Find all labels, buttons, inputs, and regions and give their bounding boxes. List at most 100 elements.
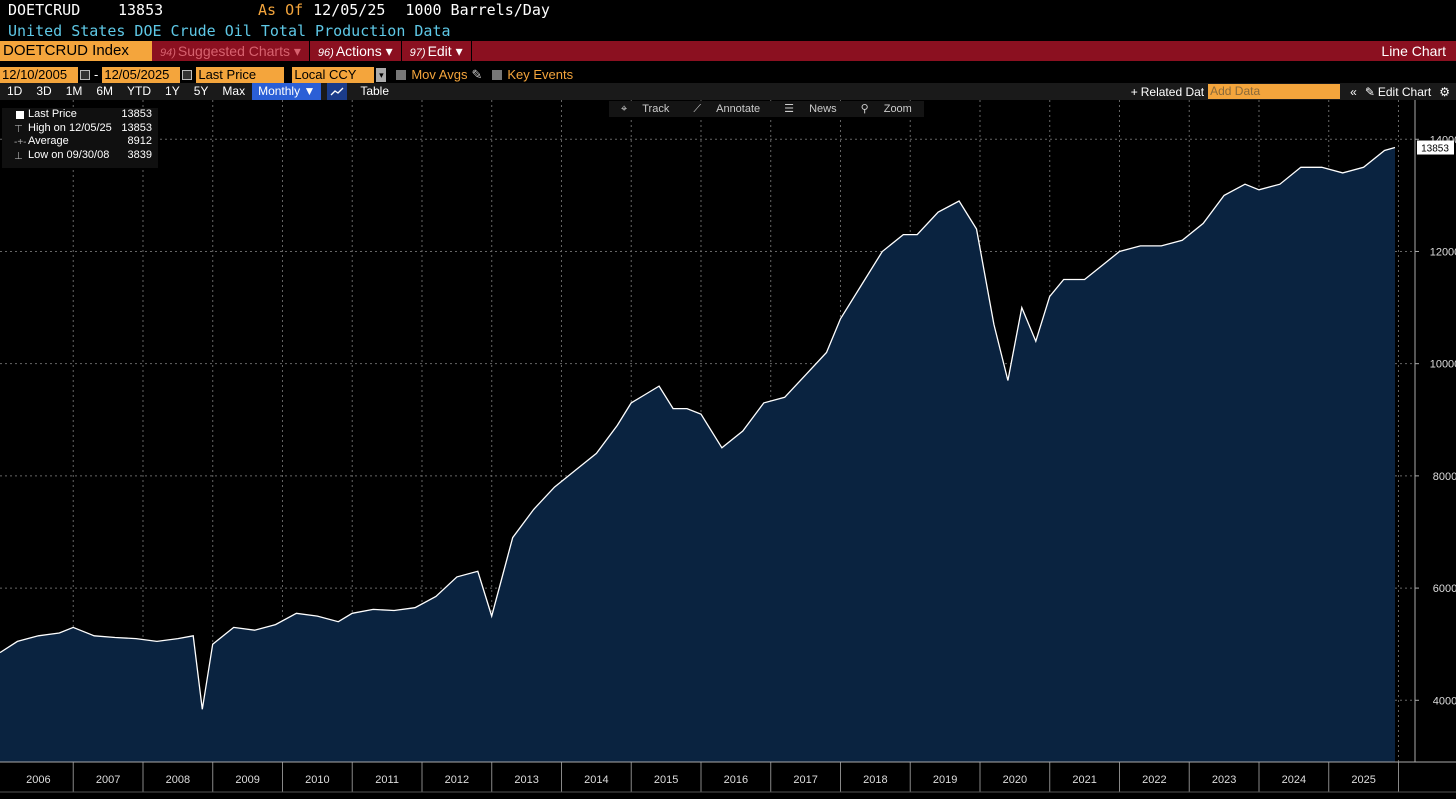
- start-date-input[interactable]: 12/10/2005: [0, 66, 78, 83]
- average-marker-icon: -+-: [14, 137, 27, 148]
- table-button[interactable]: Table: [360, 84, 390, 98]
- as-of-date: 12/05/25: [313, 1, 386, 19]
- plus-icon[interactable]: +: [1130, 84, 1138, 99]
- related-data-button[interactable]: Related Dat: [1140, 84, 1205, 99]
- chevron-down-icon: ▾: [451, 43, 463, 59]
- function-bar: DOETCRUD Index 94) Suggested Charts ▾ 96)…: [0, 41, 1456, 61]
- y-tick-label: 4000: [1433, 695, 1456, 707]
- security-field[interactable]: DOETCRUD Index: [0, 41, 152, 61]
- legend-value: 8912: [127, 135, 152, 147]
- track-tool[interactable]: ⌖ Track: [609, 101, 681, 117]
- actions-num: 96): [317, 47, 334, 59]
- toolbar-right: + Related Dat Add Data « ✎ Edit Chart ⚙: [1131, 84, 1456, 99]
- field-select[interactable]: Last Price: [196, 66, 285, 83]
- period-1d[interactable]: 1D: [7, 84, 23, 98]
- triangle-down-icon: ▼: [300, 84, 316, 98]
- legend-low: ⊥ Low on 09/30/08 3839: [2, 149, 158, 163]
- period-3d[interactable]: 3D: [36, 84, 52, 98]
- period-1m[interactable]: 1M: [65, 84, 83, 98]
- pencil-icon[interactable]: ✎: [1364, 84, 1375, 99]
- x-tick-label: 2007: [96, 774, 120, 786]
- news-label: News: [809, 103, 837, 115]
- x-tick-label: 2015: [654, 774, 678, 786]
- legend-label: High on 12/05/25: [28, 121, 112, 134]
- chart-type-label[interactable]: Line Chart: [1381, 43, 1446, 59]
- period-toolbar: 1D 3D 1M 6M YTD 1Y 5Y Max Monthly ▼ Tabl…: [0, 83, 1456, 100]
- line-chart-icon[interactable]: [327, 83, 348, 100]
- x-tick-label: 2008: [166, 774, 190, 786]
- magnifier-icon: ⚲: [860, 103, 872, 115]
- security-header: DOETCRUD 13853 As Of 12/05/25 1000 Barre…: [8, 0, 550, 20]
- chevron-down-icon: ▾: [381, 43, 393, 59]
- suggested-charts-button[interactable]: 94) Suggested Charts ▾: [152, 41, 310, 61]
- chevron-down-icon[interactable]: ▾: [376, 67, 387, 82]
- chart-tools: ⌖ Track ⟋ Annotate ☰ News ⚲ Zoom: [609, 101, 924, 117]
- end-date-input[interactable]: 12/05/2025: [102, 66, 181, 83]
- x-tick-label: 2011: [375, 774, 399, 786]
- legend-label: Average: [28, 135, 69, 147]
- x-tick-label: 2017: [793, 774, 817, 786]
- annotate-label: Annotate: [716, 103, 761, 115]
- chart-axes: 4000600080001000012000140002006200720082…: [0, 100, 1456, 793]
- x-tick-label: 2023: [1212, 774, 1236, 786]
- edit-menu[interactable]: 97) Edit ▾: [402, 41, 472, 61]
- chart-legend: Last Price 13853 ⊤ High on 12/05/25 1385…: [2, 108, 158, 168]
- news-tool[interactable]: ☰ News: [772, 101, 848, 117]
- series-line: [0, 146, 1396, 710]
- mov-avgs-label: Mov Avgs: [411, 67, 468, 82]
- x-tick-label: 2010: [305, 774, 329, 786]
- pencil-icon[interactable]: ✎: [471, 66, 483, 82]
- ticker-symbol: DOETCRUD: [8, 1, 81, 19]
- period-max[interactable]: Max: [222, 84, 246, 98]
- calendar-icon[interactable]: [182, 69, 193, 80]
- legend-average: -+- Average 8912: [2, 135, 158, 149]
- gear-icon[interactable]: ⚙: [1439, 84, 1450, 99]
- legend-value: 3839: [127, 148, 152, 161]
- last-value: 13853: [118, 1, 164, 19]
- zoom-tool[interactable]: ⚲ Zoom: [849, 101, 924, 117]
- key-events-checkbox[interactable]: [492, 69, 503, 80]
- key-events-label: Key Events: [507, 67, 574, 82]
- legend-value: 13853: [121, 121, 152, 134]
- edit-chart-button[interactable]: Edit Chart: [1377, 84, 1432, 99]
- collapse-icon[interactable]: «: [1350, 84, 1357, 99]
- mov-avgs-checkbox[interactable]: [396, 69, 407, 80]
- high-marker-icon: ⊤: [14, 123, 23, 135]
- calendar-icon[interactable]: [80, 69, 90, 80]
- actions-menu[interactable]: 96) Actions ▾: [310, 41, 402, 61]
- pencil-icon: ⟋: [693, 103, 705, 115]
- x-tick-label: 2009: [235, 774, 259, 786]
- frequency-select[interactable]: Monthly ▼: [252, 83, 322, 100]
- period-1y[interactable]: 1Y: [165, 84, 180, 98]
- x-tick-label: 2022: [1142, 774, 1166, 786]
- legend-last-price[interactable]: Last Price 13853: [2, 108, 158, 122]
- news-icon: ☰: [784, 103, 798, 115]
- as-of-label: As Of: [258, 1, 304, 19]
- annotate-tool[interactable]: ⟋ Annotate: [681, 101, 772, 117]
- x-tick-label: 2024: [1282, 774, 1306, 786]
- last-value-tag-label: 13853: [1421, 144, 1449, 155]
- y-tick-label: 12000: [1430, 246, 1456, 258]
- x-tick-label: 2014: [584, 774, 608, 786]
- x-tick-label: 2016: [724, 774, 748, 786]
- x-tick-label: 2013: [514, 774, 538, 786]
- currency-select[interactable]: Local CCY: [292, 66, 375, 83]
- period-6m[interactable]: 6M: [96, 84, 114, 98]
- actions-label: Actions: [335, 43, 382, 59]
- x-tick-label: 2012: [445, 774, 469, 786]
- y-tick-label: 6000: [1433, 583, 1456, 595]
- frequency-label: Monthly: [258, 84, 301, 98]
- x-tick-label: 2020: [1003, 774, 1027, 786]
- edit-label: Edit: [427, 43, 452, 59]
- security-description: United States DOE Crude Oil Total Produc…: [8, 22, 451, 40]
- x-tick-label: 2025: [1351, 774, 1375, 786]
- crosshair-icon: ⌖: [621, 103, 631, 115]
- y-tick-label: 10000: [1430, 359, 1456, 371]
- date-separator: -: [94, 67, 99, 82]
- controls-bar: 12/10/2005 - 12/05/2025 Last Price Local…: [0, 66, 1456, 83]
- add-data-input[interactable]: Add Data: [1208, 84, 1341, 99]
- legend-label: Low on 09/30/08: [28, 148, 110, 161]
- period-ytd[interactable]: YTD: [127, 84, 152, 98]
- period-5y[interactable]: 5Y: [193, 84, 209, 98]
